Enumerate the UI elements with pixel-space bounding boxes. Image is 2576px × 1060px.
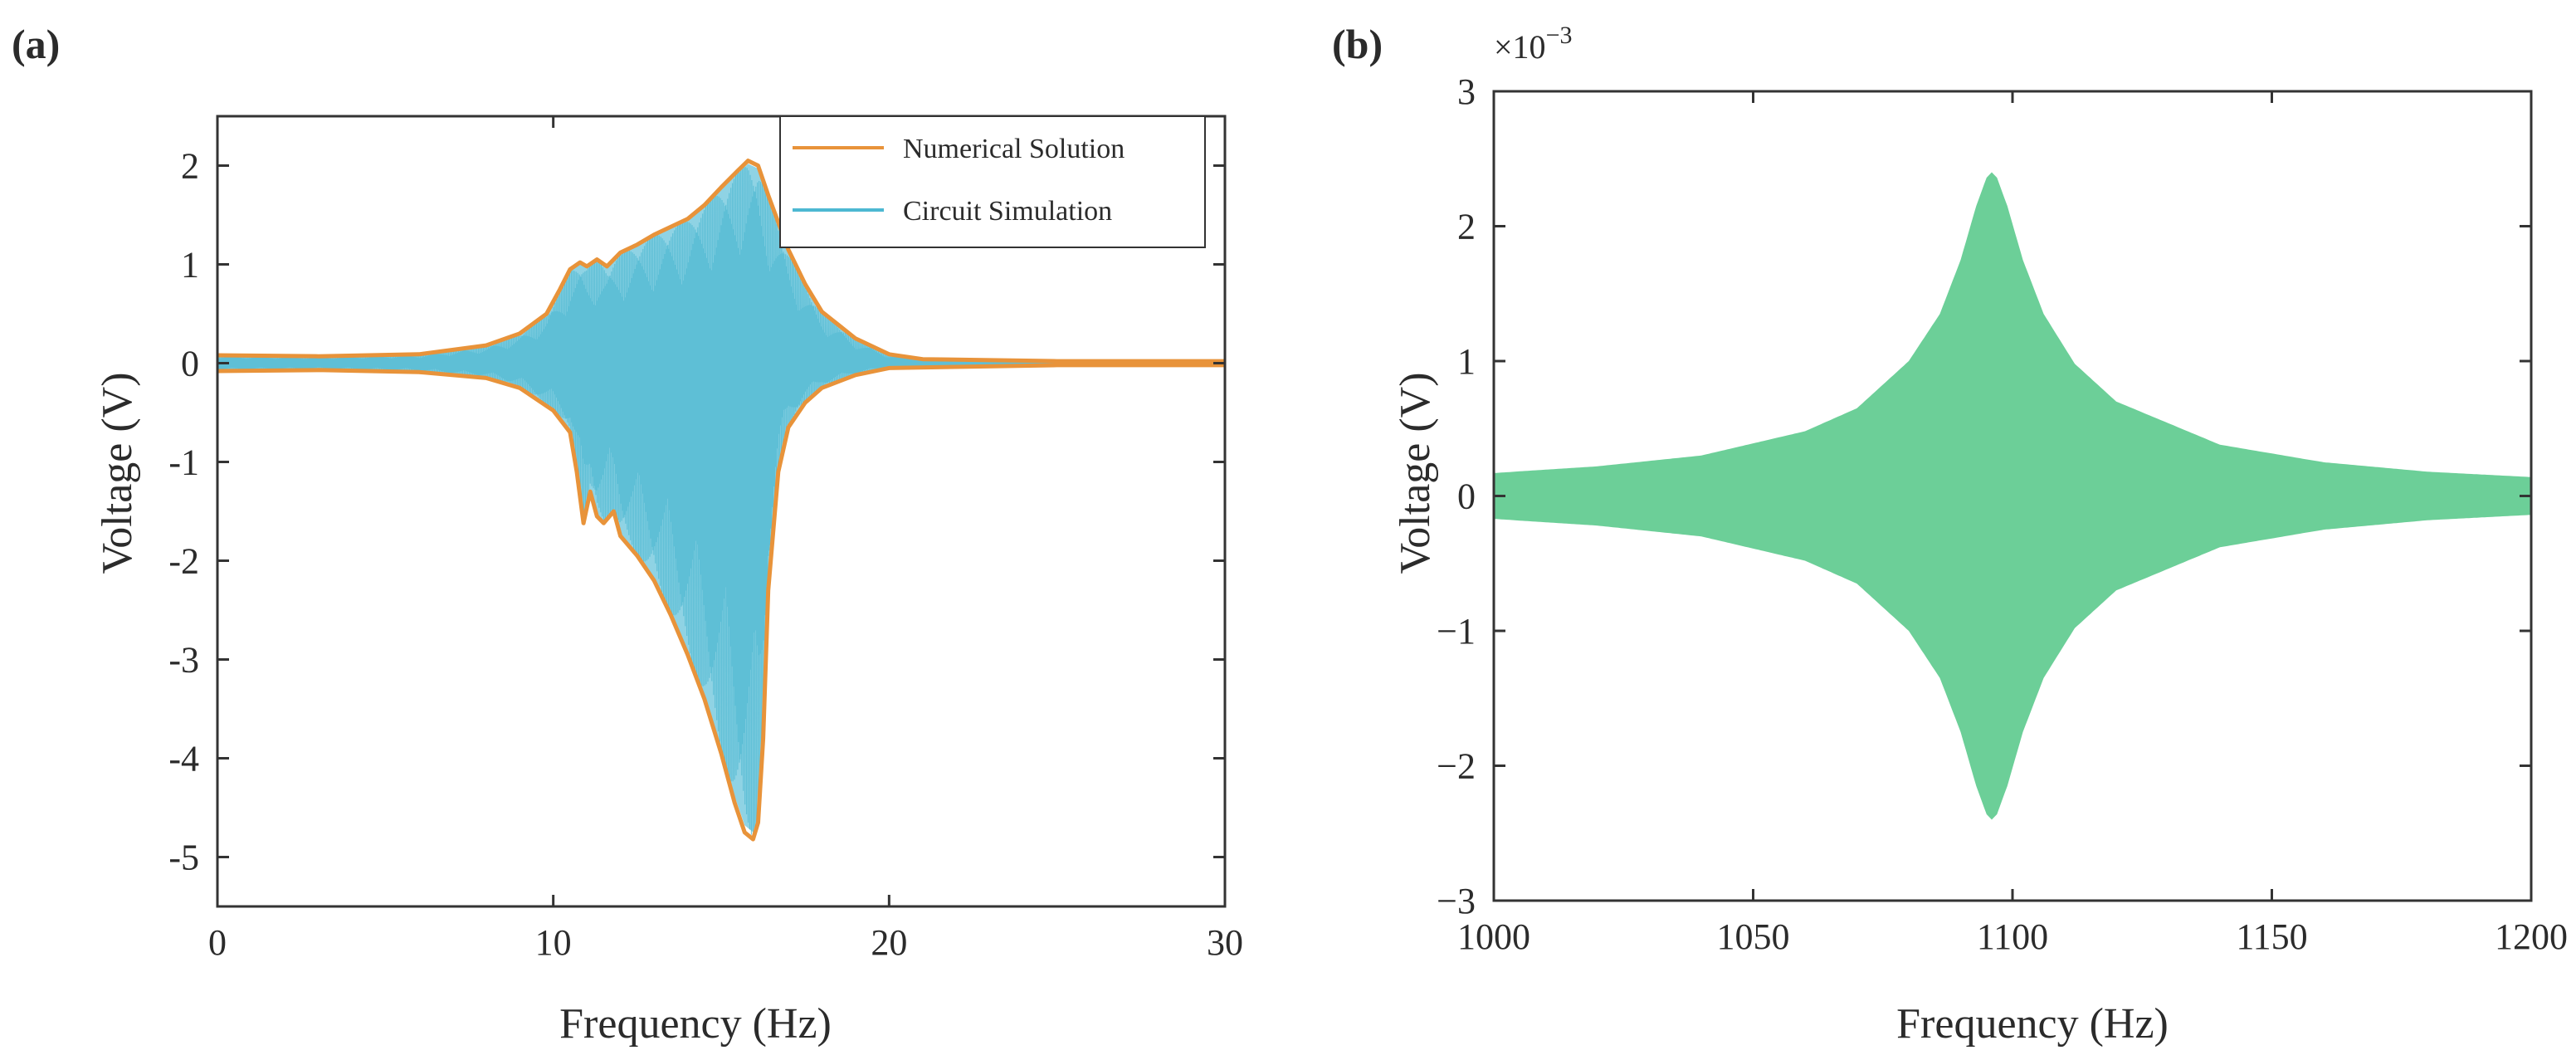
voltage-envelope-fill: [1494, 172, 2531, 820]
x-tick-label: 10: [535, 922, 572, 963]
x-tick-label: 1150: [2236, 916, 2307, 957]
x-tick-label: 20: [871, 922, 907, 963]
y-tick-label: -4: [168, 739, 199, 779]
panel-a-y-axis-title: Voltage (V): [94, 372, 141, 574]
x-tick-label: 1100: [1977, 916, 2048, 957]
x-tick-label: 0: [208, 922, 227, 963]
y-tick-label: 1: [181, 245, 199, 286]
y-tick-label: 3: [1457, 71, 1476, 112]
panel-b: (b) 1000 1050 1100 1150 1200 3 2 1 0 −1 −2 −3 ×10−3…: [1332, 21, 2568, 1048]
panel-a-x-axis-title: Frequency (Hz): [559, 1000, 832, 1048]
panel-b-label: (b): [1332, 21, 1383, 67]
panel-b-axes: 1000 1050 1100 1150 1200 3 2 1 0 −1 −2 −3: [1437, 71, 2568, 957]
y-tick-label: -2: [168, 541, 199, 582]
axes-frame: [216, 115, 1227, 908]
y-tick-label: 2: [1457, 207, 1476, 247]
y-tick-label: −2: [1437, 746, 1476, 787]
panel-a-label: (a): [12, 21, 60, 67]
numerical-solution-lower-line: [217, 363, 1225, 842]
y-tick-label: 1: [1457, 341, 1476, 382]
x-tick-label: 1000: [1457, 916, 1530, 957]
numerical-solution-upper-line: [217, 159, 1225, 364]
y-tick-label: -5: [168, 838, 199, 878]
legend-box: [779, 115, 1206, 248]
legend: Numerical Solution Circuit Simulation: [779, 115, 1206, 248]
x-tick-label: 1200: [2495, 916, 2568, 957]
y-tick-label: -1: [168, 442, 199, 483]
y-tick-label: 0: [1457, 476, 1476, 517]
panel-b-x-axis-title: Frequency (Hz): [1896, 1000, 2169, 1048]
legend-label-numerical: Numerical Solution: [903, 134, 1125, 164]
x-tick-label: 30: [1207, 922, 1243, 963]
panel-a-plot-area: [217, 159, 1226, 842]
panel-b-y-exponent: ×10−3: [1494, 22, 1572, 66]
panel-b-plot-area: [1494, 172, 2531, 820]
y-tick-label: 2: [181, 146, 199, 187]
y-tick-label: 0: [181, 344, 199, 384]
y-tick-label: −3: [1437, 881, 1476, 921]
y-tick-label: −1: [1437, 611, 1476, 652]
panel-b-y-axis-title: Voltage (V): [1392, 372, 1439, 574]
y-tick-label: -3: [168, 640, 199, 681]
legend-label-circuit: Circuit Simulation: [903, 196, 1112, 227]
x-tick-label: 1050: [1717, 916, 1790, 957]
